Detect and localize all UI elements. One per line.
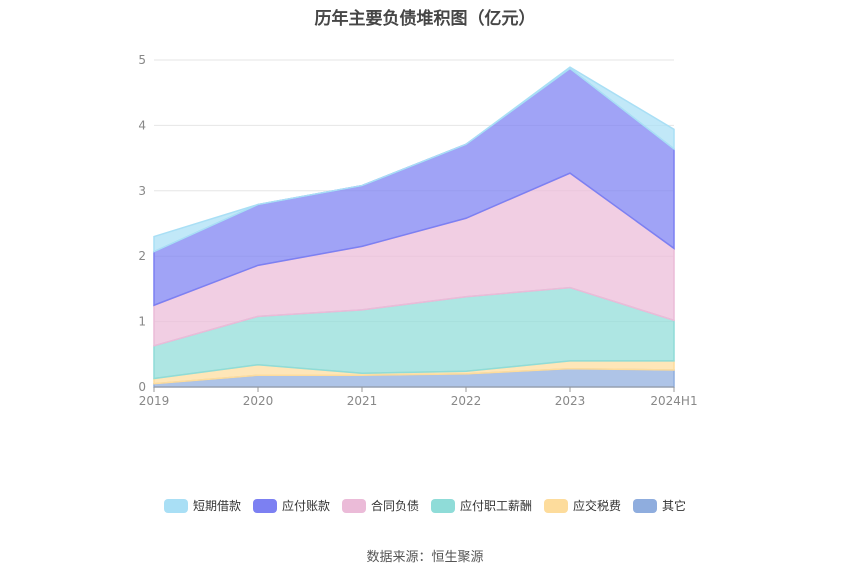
- legend-item[interactable]: 应付职工薪酬: [431, 497, 532, 514]
- x-tick-label: 2023: [555, 394, 586, 408]
- legend-label: 合同负债: [370, 499, 419, 513]
- x-tick-label: 2022: [451, 394, 482, 408]
- legend-swatch: [341, 498, 366, 513]
- legend-swatch: [163, 498, 188, 513]
- legend-swatch: [252, 498, 277, 513]
- y-tick-label: 5: [138, 53, 146, 67]
- legend-label: 应付账款: [281, 499, 330, 513]
- legend-label: 应付职工薪酬: [460, 499, 533, 513]
- legend-item[interactable]: 应交税费: [544, 497, 621, 514]
- legend: 短期借款 应付账款 合同负债 应付职工薪酬 应交税费 其它: [0, 497, 850, 514]
- y-tick-label: 4: [138, 118, 146, 132]
- y-tick-label: 3: [138, 184, 146, 198]
- y-tick-label: 1: [138, 315, 146, 329]
- y-tick-label: 0: [138, 380, 146, 394]
- area-短期借款: [153, 66, 675, 253]
- area-series: [153, 66, 675, 388]
- legend-item[interactable]: 应付账款: [252, 497, 330, 514]
- y-tick-label: 2: [138, 249, 146, 263]
- source-note: 数据来源：恒生聚源: [366, 550, 484, 565]
- legend-item[interactable]: 其它: [633, 497, 686, 514]
- x-tick-label: 2019: [139, 394, 170, 408]
- legend-swatch: [633, 498, 658, 513]
- legend-label: 应交税费: [573, 499, 622, 513]
- legend-item[interactable]: 合同负债: [341, 497, 419, 514]
- x-tick-label: 2021: [347, 394, 378, 408]
- x-tick-label: 2020: [243, 394, 274, 408]
- legend-swatch: [544, 498, 569, 513]
- legend-label: 短期借款: [192, 499, 241, 513]
- x-tick-label: 2024H1: [650, 394, 697, 408]
- chart-title: 历年主要负债堆积图（亿元）: [314, 9, 536, 29]
- axes: 0 1 2 3 4 5 2019 2020 2021 2022 2023 2024H1: [138, 53, 697, 408]
- legend-swatch: [431, 498, 455, 513]
- legend-label: 其它: [662, 499, 687, 513]
- legend-item[interactable]: 短期借款: [163, 497, 241, 514]
